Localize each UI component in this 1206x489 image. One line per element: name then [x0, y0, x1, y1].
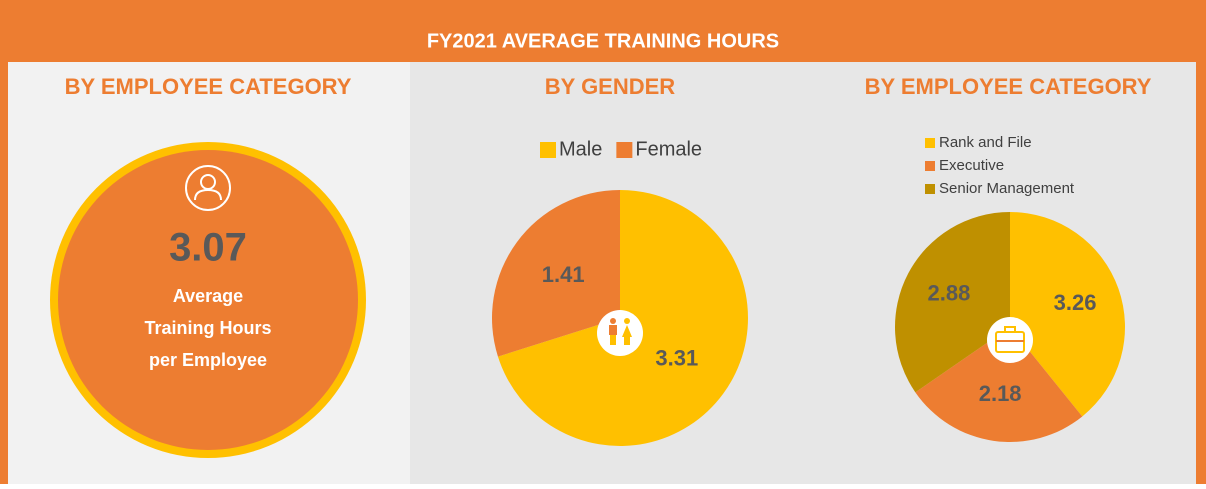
legend-swatch: [540, 142, 556, 158]
icon-circle: [597, 310, 643, 356]
data-label: 1.41: [542, 262, 585, 287]
icon-part: [609, 325, 617, 335]
icon-part: [610, 335, 616, 345]
legend-swatch: [925, 184, 935, 194]
pies: BY GENDER 3.31 Male 1.41 Female BY EMPLOYEE C…: [492, 74, 1152, 447]
pie-slice: [492, 190, 620, 357]
legend-label: Rank and File: [939, 134, 1032, 151]
summary-label: Average: [173, 286, 243, 306]
icon-part: [1004, 326, 1016, 333]
icon-part: [624, 318, 630, 324]
person-icon: [185, 165, 231, 211]
legend-label: Female: [635, 138, 702, 160]
summary-circle: [58, 150, 358, 450]
data-label: 2.88: [927, 281, 970, 306]
data-label: 2.18: [979, 381, 1022, 406]
icon-part: [624, 337, 630, 345]
legend-label: Senior Management: [939, 180, 1075, 197]
summary-value: 3.07: [169, 226, 247, 270]
panel-title: BY EMPLOYEE CATEGORY: [65, 74, 352, 99]
legend-swatch: [925, 138, 935, 148]
icon-part: [610, 318, 616, 324]
summary-label: Training Hours: [144, 318, 271, 338]
data-label: 3.26: [1054, 290, 1097, 315]
data-label: 3.31: [655, 345, 698, 370]
legend-label: Executive: [939, 157, 1004, 174]
legend-swatch: [925, 161, 935, 171]
pie-slice: [915, 327, 1083, 442]
legend-swatch: [616, 142, 633, 158]
summary-label: per Employee: [149, 350, 267, 370]
pie-slice: [895, 212, 1010, 393]
icon-part: [622, 325, 632, 337]
header-title: FY2021 AVERAGE TRAINING HOURS: [427, 30, 779, 52]
pie-slice: [1010, 212, 1125, 417]
panel-title: BY EMPLOYEE CATEGORY: [865, 74, 1152, 99]
panel-title: BY GENDER: [545, 74, 676, 99]
legend-label: Male: [559, 138, 602, 160]
